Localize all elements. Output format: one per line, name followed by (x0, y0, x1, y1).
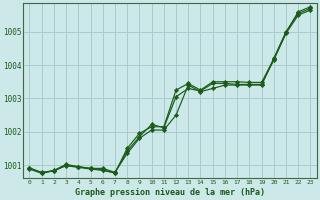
X-axis label: Graphe pression niveau de la mer (hPa): Graphe pression niveau de la mer (hPa) (75, 188, 265, 197)
